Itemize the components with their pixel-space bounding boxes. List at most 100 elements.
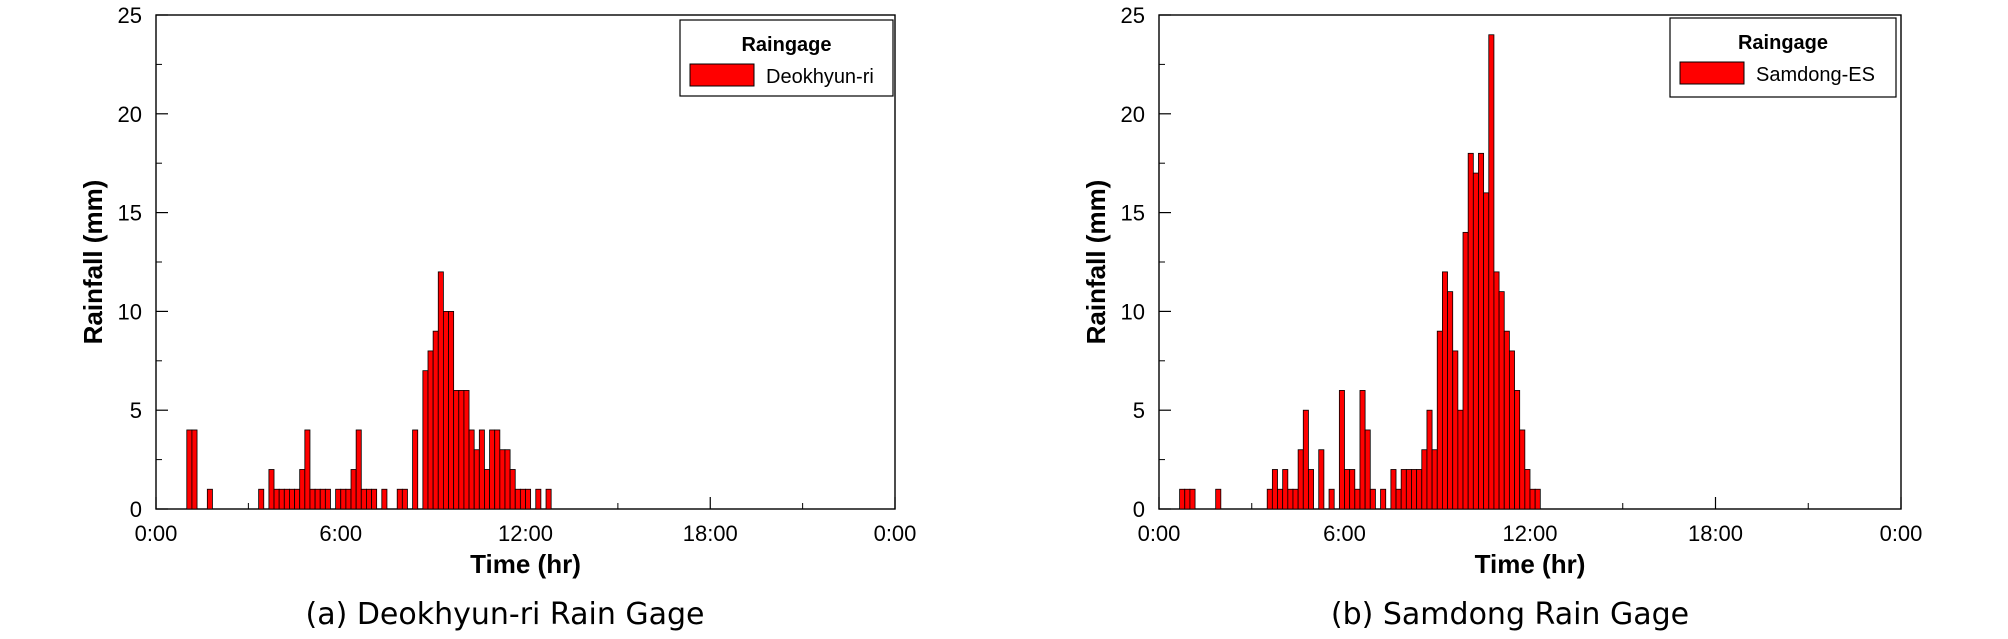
legend-title: Raingage xyxy=(741,34,831,56)
rainfall-bar xyxy=(1277,488,1284,510)
rainfall-bar xyxy=(1426,409,1433,510)
rainfall-bar xyxy=(1364,429,1371,510)
rainfall-bar xyxy=(494,429,501,510)
rainfall-bar xyxy=(186,429,193,510)
rainfall-bar xyxy=(453,390,460,510)
rainfall-bar xyxy=(278,488,285,510)
rainfall-bar xyxy=(1349,469,1356,510)
x-axis-label: Time (hr) xyxy=(470,549,581,579)
rainfall-bar xyxy=(335,488,342,510)
rainfall-bar xyxy=(1359,390,1366,510)
x-tick-label: 0:00 xyxy=(874,521,917,546)
y-tick-label: 10 xyxy=(118,299,142,324)
rainfall-bar xyxy=(1447,291,1454,510)
rainfall-bar xyxy=(381,488,388,510)
y-axis-label: Rainfall (mm) xyxy=(1081,180,1111,345)
x-tick-label: 18:00 xyxy=(683,521,738,546)
rainfall-bar xyxy=(191,429,198,510)
rainfall-bar xyxy=(1416,469,1423,510)
rainfall-bar xyxy=(1488,34,1495,510)
rainfall-bar xyxy=(1483,192,1490,510)
rainfall-bar xyxy=(1344,469,1351,510)
rainfall-bar xyxy=(1292,488,1299,510)
y-tick-label: 10 xyxy=(1121,299,1145,324)
rainfall-bar xyxy=(437,271,444,510)
rainfall-bar xyxy=(314,488,321,510)
rainfall-bar xyxy=(294,488,301,510)
legend-entry: Samdong-ES xyxy=(1756,64,1875,86)
rainfall-bar xyxy=(1498,291,1505,510)
rainfall-bar xyxy=(1452,350,1459,510)
rainfall-bar xyxy=(1369,488,1376,510)
y-tick-label: 20 xyxy=(1121,102,1145,127)
panel-caption: (b) Samdong Rain Gage xyxy=(1331,597,1689,632)
rainfall-bar xyxy=(1457,409,1464,510)
x-tick-label: 0:00 xyxy=(1880,521,1923,546)
rainfall-bar xyxy=(309,488,316,510)
rainfall-bar xyxy=(371,488,378,510)
rainfall-bar xyxy=(283,488,290,510)
rainfall-bar xyxy=(1524,469,1531,510)
legend-swatch xyxy=(689,63,755,87)
y-tick-label: 5 xyxy=(1133,398,1145,423)
rainfall-bar xyxy=(1215,488,1222,510)
rainfall-bar xyxy=(412,429,419,510)
x-tick-label: 0:00 xyxy=(135,521,178,546)
rainfall-bar xyxy=(1266,488,1273,510)
rainfall-bar xyxy=(340,488,347,510)
rainfall-bar xyxy=(1405,469,1412,510)
x-tick-label: 12:00 xyxy=(1502,521,1557,546)
rainfall-bar xyxy=(432,330,439,510)
rainfall-bar xyxy=(258,488,265,510)
rainfall-bar xyxy=(1189,488,1196,510)
rainfall-bar xyxy=(1400,469,1407,510)
rainfall-bar xyxy=(1411,469,1418,510)
chart-panel-a: 0 5 10 15 20 25 0:00 6:00 12:00 18:00 0:00 Time (hr… xyxy=(78,3,916,632)
rainfall-bar xyxy=(504,449,511,510)
x-tick-label: 0:00 xyxy=(1138,521,1181,546)
rainfall-bar xyxy=(1421,449,1428,510)
rainfall-bar xyxy=(299,469,306,510)
rainfall-bar xyxy=(468,429,475,510)
y-tick-label: 25 xyxy=(1121,3,1145,28)
rainfall-bar xyxy=(519,488,526,510)
y-tick-label: 15 xyxy=(1121,201,1145,226)
rainfall-bar xyxy=(1503,330,1510,510)
x-tick-label: 6:00 xyxy=(319,521,362,546)
legend: Raingage Samdong-ES xyxy=(1669,17,1897,98)
rainfall-bar xyxy=(319,488,326,510)
x-axis-label: Time (hr) xyxy=(1475,549,1586,579)
rainfall-bar xyxy=(1297,449,1304,510)
rainfall-bar xyxy=(345,488,352,510)
rainfall-bar xyxy=(1519,429,1526,510)
rainfall-bar xyxy=(401,488,408,510)
y-tick-label: 5 xyxy=(130,398,142,423)
rainfall-bar xyxy=(396,488,403,510)
rainfall-bar xyxy=(1508,350,1515,510)
rainfall-bar xyxy=(514,488,521,510)
y-tick-label: 15 xyxy=(118,201,142,226)
rainfall-bar xyxy=(427,350,434,510)
y-axis-label: Rainfall (mm) xyxy=(78,180,108,345)
rainfall-bar xyxy=(1431,449,1438,510)
rainfall-bar xyxy=(1390,469,1397,510)
rainfall-bar xyxy=(1354,488,1361,510)
rainfall-bar xyxy=(499,449,506,510)
rainfall-bar xyxy=(463,390,470,510)
rainfall-bar xyxy=(1338,390,1345,510)
rainfall-bar xyxy=(289,488,295,510)
rainfall-bar xyxy=(525,488,532,510)
rainfall-bar xyxy=(1302,409,1309,510)
rainfall-bar xyxy=(1467,152,1474,510)
rainfall-bar xyxy=(273,488,280,510)
rainfall-bar xyxy=(1493,271,1500,510)
legend: Raingage Deokhyun-ri xyxy=(679,19,894,97)
rainfall-bar xyxy=(509,469,516,510)
rainfall-bar xyxy=(1395,488,1402,510)
y-tick-label: 20 xyxy=(118,102,142,127)
rainfall-bar xyxy=(1282,469,1289,510)
x-tick-label: 18:00 xyxy=(1688,521,1743,546)
legend-entry: Deokhyun-ri xyxy=(766,66,874,88)
legend-swatch xyxy=(1679,61,1745,85)
